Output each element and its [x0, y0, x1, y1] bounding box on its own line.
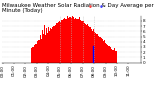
Bar — [109, 46, 110, 63]
Bar — [56, 23, 57, 63]
Bar — [79, 17, 80, 63]
Bar — [99, 37, 100, 63]
Bar — [82, 21, 83, 63]
Bar — [58, 22, 59, 63]
Bar — [103, 41, 104, 63]
Bar — [90, 27, 91, 63]
Bar — [38, 40, 39, 63]
Bar — [75, 18, 76, 63]
Bar — [74, 19, 75, 63]
Bar — [110, 47, 111, 63]
Bar — [85, 24, 86, 63]
Bar — [93, 29, 94, 63]
Bar — [114, 48, 115, 63]
Bar — [97, 34, 98, 63]
Bar — [65, 19, 66, 63]
Bar — [104, 40, 105, 63]
Bar — [60, 22, 61, 63]
Bar — [89, 27, 90, 63]
Bar — [88, 25, 89, 63]
Bar — [68, 18, 69, 63]
Bar — [94, 32, 95, 63]
Bar — [34, 45, 35, 63]
Bar — [87, 24, 88, 63]
Bar — [63, 19, 64, 63]
Bar — [51, 29, 52, 63]
Bar — [48, 30, 49, 63]
Bar — [95, 33, 96, 63]
Bar — [61, 20, 62, 63]
Bar — [31, 48, 32, 63]
Text: •: • — [88, 3, 93, 12]
Bar — [64, 18, 65, 63]
Bar — [35, 44, 36, 63]
Bar — [80, 20, 81, 63]
Bar — [37, 41, 38, 63]
Bar — [70, 16, 71, 63]
Bar — [41, 39, 42, 63]
Bar — [106, 44, 107, 63]
Bar — [98, 36, 99, 63]
Bar — [111, 47, 112, 63]
Bar — [59, 21, 60, 63]
Bar — [55, 25, 56, 63]
Text: •: • — [99, 3, 104, 12]
Bar — [67, 16, 68, 63]
Bar — [91, 29, 92, 63]
Bar — [66, 19, 67, 63]
Bar — [46, 28, 47, 63]
Bar — [57, 23, 58, 63]
Bar — [101, 38, 102, 63]
Bar — [107, 45, 108, 63]
Bar — [62, 20, 63, 63]
Bar — [71, 18, 72, 63]
Bar — [54, 26, 55, 63]
Bar — [39, 41, 40, 63]
Bar — [47, 33, 48, 63]
Text: Milwaukee Weather Solar Radiation & Day Average per Minute (Today): Milwaukee Weather Solar Radiation & Day … — [2, 3, 153, 13]
Bar — [36, 44, 37, 63]
Bar — [96, 34, 97, 63]
Bar — [52, 27, 53, 63]
Bar — [33, 47, 34, 63]
Bar — [100, 38, 101, 63]
Bar — [84, 23, 85, 63]
Bar — [44, 25, 45, 63]
Bar — [32, 47, 33, 63]
Bar — [45, 35, 46, 63]
Bar — [76, 19, 77, 63]
Bar — [116, 51, 117, 63]
Bar — [72, 17, 73, 63]
Bar — [77, 19, 78, 63]
Bar — [112, 50, 113, 63]
Bar — [83, 21, 84, 63]
Bar — [92, 31, 93, 63]
Bar — [113, 50, 114, 63]
Bar — [73, 17, 74, 63]
Bar — [78, 19, 79, 63]
Bar — [69, 17, 70, 63]
Bar — [43, 34, 44, 63]
Bar — [49, 31, 50, 63]
Bar — [102, 39, 103, 63]
Bar — [86, 25, 87, 63]
Bar — [108, 46, 109, 63]
Bar — [115, 51, 116, 63]
Bar — [50, 28, 51, 63]
Bar — [42, 29, 43, 63]
Bar — [105, 43, 106, 63]
Bar — [53, 26, 54, 63]
Bar — [40, 35, 41, 63]
Bar — [81, 21, 82, 63]
